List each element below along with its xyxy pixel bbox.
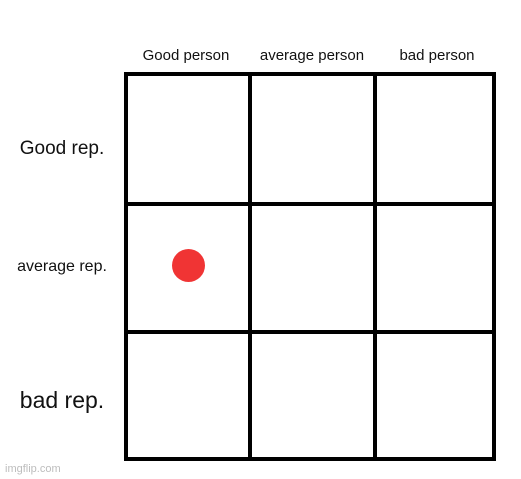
position-marker-dot[interactable]	[171, 248, 205, 282]
grid-divider-vertical-2	[373, 76, 377, 457]
alignment-grid	[124, 72, 496, 461]
column-header-bad-person: bad person	[399, 47, 475, 64]
imgflip-watermark: imgflip.com	[5, 463, 61, 475]
grid-divider-horizontal-2	[128, 330, 492, 334]
row-header-good-rep: Good rep.	[19, 138, 105, 159]
column-header-good-person: Good person	[142, 47, 230, 64]
grid-divider-horizontal-1	[128, 202, 492, 206]
row-header-average-rep: average rep.	[17, 258, 107, 275]
row-header-bad-rep: bad rep.	[19, 387, 105, 413]
column-header-average-person: average person	[259, 47, 365, 64]
grid-divider-vertical-1	[248, 76, 252, 457]
